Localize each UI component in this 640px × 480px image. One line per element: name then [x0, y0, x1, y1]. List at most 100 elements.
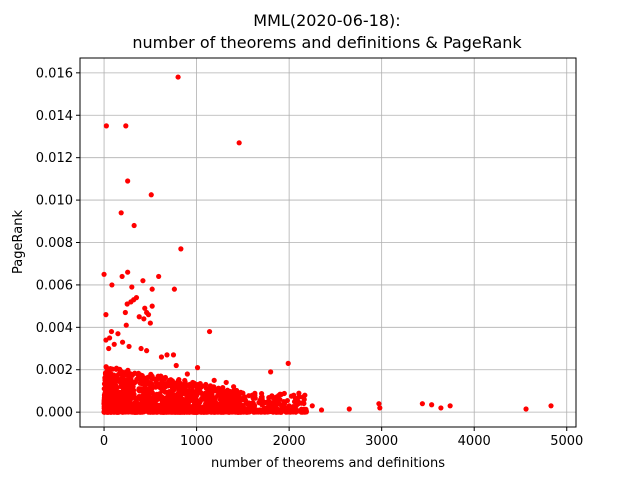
data-point — [270, 409, 276, 415]
y-tick-label: 0.006 — [36, 278, 73, 293]
data-point — [247, 402, 253, 408]
data-point — [250, 409, 257, 415]
data-point — [160, 385, 166, 391]
x-tick-label: 0 — [100, 434, 108, 449]
data-point — [123, 123, 129, 129]
data-point — [119, 273, 125, 280]
data-point — [126, 392, 132, 398]
data-point — [140, 278, 146, 284]
data-point — [154, 376, 160, 383]
data-point — [164, 389, 170, 396]
data-point — [141, 316, 147, 322]
data-point — [168, 393, 174, 400]
data-point — [127, 371, 133, 377]
data-points — [101, 74, 554, 415]
data-point — [191, 398, 197, 404]
data-point — [194, 365, 201, 371]
data-point — [170, 384, 177, 390]
data-point — [118, 210, 124, 216]
data-point — [106, 401, 112, 407]
data-point — [126, 343, 132, 350]
data-point — [226, 394, 232, 400]
y-tick-label: 0.016 — [36, 66, 73, 81]
data-point — [110, 404, 116, 410]
data-point — [205, 399, 211, 405]
data-point — [121, 397, 128, 404]
data-point — [178, 246, 184, 252]
y-tick-label: 0.000 — [36, 406, 73, 421]
data-point — [376, 401, 382, 407]
data-point — [377, 405, 383, 411]
data-point — [164, 352, 170, 358]
data-point — [281, 401, 288, 407]
data-point — [117, 393, 123, 399]
data-point — [184, 371, 190, 377]
data-point — [102, 392, 108, 399]
data-point — [286, 403, 292, 409]
y-tick-label: 0.004 — [36, 321, 73, 336]
data-point — [178, 398, 185, 404]
data-point — [162, 374, 169, 381]
data-point — [230, 400, 236, 407]
data-point — [176, 388, 182, 395]
data-point — [110, 409, 116, 415]
data-point — [115, 371, 122, 378]
data-point — [170, 352, 177, 358]
data-point — [147, 320, 153, 326]
data-point — [236, 397, 242, 404]
data-point — [117, 380, 124, 386]
data-point — [131, 222, 137, 229]
data-point — [129, 385, 135, 392]
data-point — [169, 388, 175, 394]
data-point — [184, 382, 190, 388]
data-point — [258, 394, 264, 400]
data-point — [138, 345, 144, 352]
y-tick-label: 0.008 — [36, 236, 73, 251]
data-point — [219, 398, 225, 404]
data-point — [236, 140, 242, 146]
data-point — [429, 402, 435, 408]
data-point — [180, 390, 186, 396]
data-point — [177, 409, 184, 415]
x-tick-label: 2000 — [273, 434, 306, 449]
data-point — [171, 286, 177, 292]
data-point — [101, 271, 107, 277]
data-point — [125, 269, 131, 275]
data-point — [277, 396, 283, 403]
data-point — [231, 384, 237, 390]
data-point — [148, 402, 155, 408]
data-point — [206, 328, 213, 335]
data-point — [285, 360, 291, 366]
data-point — [105, 367, 111, 373]
data-point — [167, 408, 173, 414]
data-point — [215, 392, 221, 398]
data-point — [103, 407, 109, 413]
data-point — [103, 337, 109, 343]
data-point — [109, 366, 116, 372]
x-tick-label: 5000 — [550, 434, 583, 449]
data-point — [115, 331, 121, 337]
data-point — [148, 192, 154, 198]
data-point — [146, 409, 152, 415]
data-point — [108, 328, 115, 335]
data-point — [240, 390, 246, 396]
data-point — [291, 392, 297, 398]
data-point — [120, 409, 126, 415]
data-point — [109, 376, 115, 383]
data-point — [172, 407, 179, 413]
data-point — [266, 402, 272, 408]
data-point — [200, 394, 206, 400]
data-point — [129, 284, 135, 290]
y-tick-label: 0.010 — [36, 194, 73, 209]
data-point — [246, 409, 252, 415]
data-point — [149, 303, 155, 309]
data-point — [136, 393, 142, 400]
data-point — [303, 409, 309, 415]
data-point — [548, 403, 554, 409]
data-point — [142, 305, 148, 311]
data-point — [141, 397, 148, 403]
data-point — [287, 408, 293, 414]
data-point — [120, 386, 127, 392]
data-point — [122, 309, 128, 316]
